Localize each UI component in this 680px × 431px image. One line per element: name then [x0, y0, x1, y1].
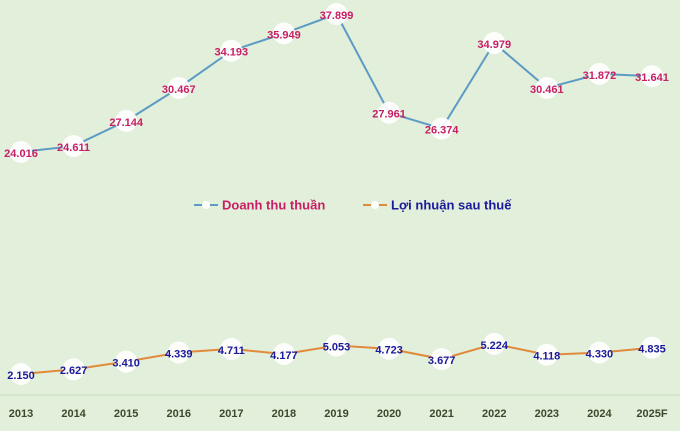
- data-label-profit: 4.723: [375, 345, 403, 357]
- data-point-profit: [588, 341, 611, 364]
- data-point-profit: [62, 358, 85, 381]
- data-point-revenue: [641, 65, 663, 88]
- data-label-revenue: 37.899: [320, 10, 354, 22]
- x-tick-label: 2016: [167, 408, 191, 420]
- data-label-revenue: 24.611: [57, 142, 90, 154]
- data-label-revenue: 30.461: [530, 84, 564, 96]
- data-point-profit: [378, 337, 401, 360]
- x-tick-label: 2021: [429, 408, 453, 420]
- x-tick-label: 2024: [587, 408, 612, 420]
- legend: Doanh thu thuần Lợi nhuận sau thuế: [194, 197, 512, 212]
- x-tick-label: 2022: [482, 408, 506, 420]
- data-label-profit: 4.339: [165, 348, 193, 360]
- data-label-profit: 3.677: [428, 355, 456, 367]
- series-profit: 2.150 2.627 3.410 4.339 4.711 4.177 5.053 4.723…: [7, 332, 666, 385]
- x-tick-label: 2015: [114, 408, 138, 420]
- data-point-profit: [272, 343, 295, 366]
- data-point-revenue: [115, 109, 138, 132]
- x-tick-label: 2025F: [636, 408, 667, 420]
- data-label-profit: 3.410: [112, 358, 140, 370]
- data-label-revenue: 35.949: [267, 29, 301, 41]
- series-revenue: 24.016 24.611 27.144 30.467 34.193 35.949 37.8…: [4, 3, 669, 163]
- data-label-profit: 4.711: [218, 345, 245, 357]
- data-point-revenue: [62, 135, 85, 158]
- data-point-revenue: [483, 32, 506, 55]
- data-point-revenue: [220, 39, 243, 62]
- data-label-revenue: 31.872: [583, 70, 617, 82]
- legend-marker-profit: [371, 201, 379, 209]
- data-point-profit: [220, 337, 243, 360]
- x-tick-label: 2014: [61, 408, 86, 420]
- data-point-revenue: [535, 76, 558, 99]
- data-label-profit: 4.330: [586, 349, 614, 361]
- x-tick-label: 2017: [219, 408, 243, 420]
- data-label-profit: 4.118: [533, 351, 560, 363]
- x-tick-label: 2018: [272, 408, 296, 420]
- x-tick-label: 2019: [324, 408, 348, 420]
- data-point-profit: [641, 336, 663, 359]
- data-point-profit: [430, 348, 453, 371]
- legend-label-profit: Lợi nhuận sau thuế: [391, 197, 512, 212]
- legend-item-revenue: Doanh thu thuần: [194, 197, 325, 212]
- data-label-revenue: 30.467: [162, 84, 196, 96]
- data-label-revenue: 34.979: [477, 39, 511, 51]
- data-label-revenue: 26.374: [425, 124, 460, 136]
- x-tick-label: 2023: [535, 408, 559, 420]
- data-point-profit: [483, 332, 506, 355]
- data-point-revenue: [10, 141, 32, 163]
- data-point-revenue: [272, 22, 295, 45]
- data-point-revenue: [430, 117, 453, 140]
- data-point-revenue: [378, 101, 401, 124]
- data-label-revenue: 31.641: [635, 72, 669, 84]
- x-tick-label: 2020: [377, 408, 401, 420]
- data-point-profit: [325, 334, 348, 357]
- data-label-revenue: 34.193: [215, 47, 249, 59]
- data-label-profit: 5.224: [480, 340, 508, 352]
- data-label-profit: 4.835: [638, 344, 666, 356]
- data-point-profit: [10, 363, 32, 385]
- legend-marker-revenue: [202, 201, 210, 209]
- legend-label-revenue: Doanh thu thuần: [222, 197, 325, 212]
- data-point-revenue: [325, 3, 348, 26]
- data-label-profit: 2.627: [60, 365, 88, 377]
- data-label-profit: 5.053: [323, 341, 351, 353]
- data-point-revenue: [588, 62, 611, 85]
- data-label-revenue: 27.961: [372, 109, 406, 121]
- legend-item-profit: Lợi nhuận sau thuế: [363, 197, 512, 212]
- data-point-profit: [535, 343, 558, 366]
- x-tick-label: 2013: [9, 408, 33, 420]
- data-label-profit: 4.177: [270, 350, 298, 362]
- data-point-profit: [115, 350, 138, 373]
- data-label-profit: 2.150: [7, 370, 35, 382]
- data-point-revenue: [167, 76, 190, 99]
- data-point-profit: [167, 341, 190, 364]
- data-label-revenue: 24.016: [4, 148, 38, 160]
- data-label-revenue: 27.144: [109, 117, 144, 129]
